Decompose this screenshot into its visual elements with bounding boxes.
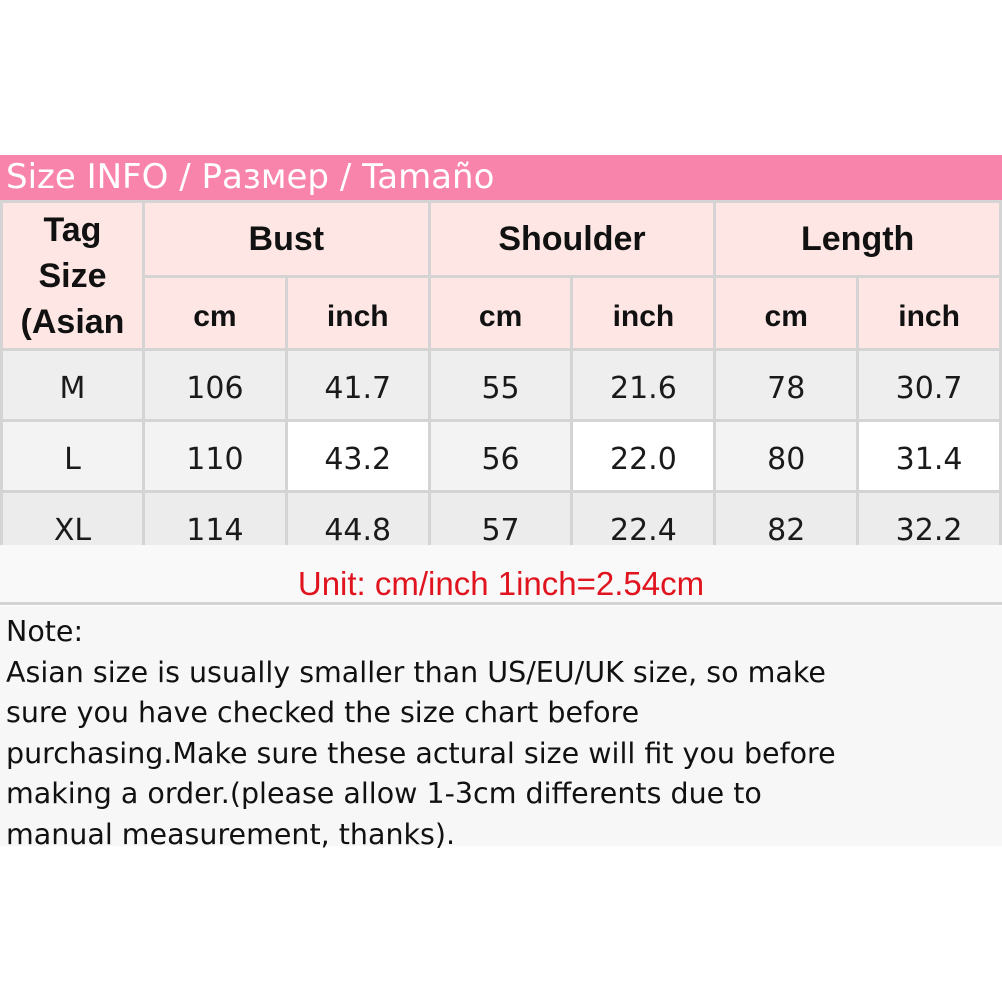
- tag-header-line: Tag: [43, 210, 102, 249]
- note-label: Note:: [6, 615, 84, 648]
- unit-header: inch: [284, 275, 431, 351]
- header-group-row: Tag Size (Asian Bust Shoulder Length: [0, 200, 1002, 351]
- unit-header: cm: [427, 275, 574, 351]
- table-row: M 106 41.7 55 21.6 78 30.7: [0, 348, 1002, 422]
- bust-header: Bust: [142, 200, 431, 278]
- note-line: manual measurement, thanks).: [6, 817, 456, 851]
- size-cell: M: [0, 348, 145, 422]
- table-row: L 110 43.2 56 22.0 80 31.4: [0, 419, 1002, 493]
- tag-size-header: Tag Size (Asian: [0, 200, 145, 351]
- unit-conversion-note: Unit: cm/inch 1inch=2.54cm: [0, 545, 1002, 605]
- tag-header-line: Size: [38, 256, 107, 295]
- unit-header: cm: [713, 275, 860, 351]
- value-cell: 31.4: [856, 419, 1002, 493]
- note-line: sure you have checked the size chart bef…: [6, 696, 640, 729]
- size-info-title: Size INFO / Размер / Tamaño: [0, 155, 1002, 200]
- value-cell: 30.7: [856, 348, 1002, 422]
- value-cell: 110: [142, 419, 288, 493]
- note-line: Asian size is usually smaller than US/EU…: [6, 655, 826, 689]
- unit-header: inch: [570, 275, 717, 351]
- note-line: making a order.(please allow 1-3cm diffe…: [6, 777, 762, 810]
- note-section: Note: Asian size is usually smaller than…: [0, 606, 1002, 851]
- value-cell: 78: [713, 348, 860, 422]
- value-cell: 21.6: [570, 348, 717, 422]
- unit-header: inch: [856, 275, 1002, 351]
- tag-header-line: (Asian: [20, 302, 125, 341]
- unit-header: cm: [142, 275, 288, 351]
- value-cell: 106: [142, 348, 288, 422]
- size-table: Tag Size (Asian Bust Shoulder Length cm …: [0, 200, 1002, 564]
- value-cell: 56: [427, 419, 574, 493]
- value-cell: 43.2: [284, 419, 431, 493]
- value-cell: 80: [713, 419, 860, 493]
- header-unit-row: cm inch cm inch cm inch: [2, 275, 1002, 351]
- value-cell: 22.0: [570, 419, 717, 493]
- shoulder-header: Shoulder: [427, 200, 717, 278]
- size-cell: L: [0, 419, 145, 493]
- note-line: purchasing.Make sure these actural size …: [6, 736, 836, 770]
- value-cell: 55: [427, 348, 574, 422]
- length-header: Length: [713, 200, 1002, 278]
- value-cell: 41.7: [284, 348, 431, 422]
